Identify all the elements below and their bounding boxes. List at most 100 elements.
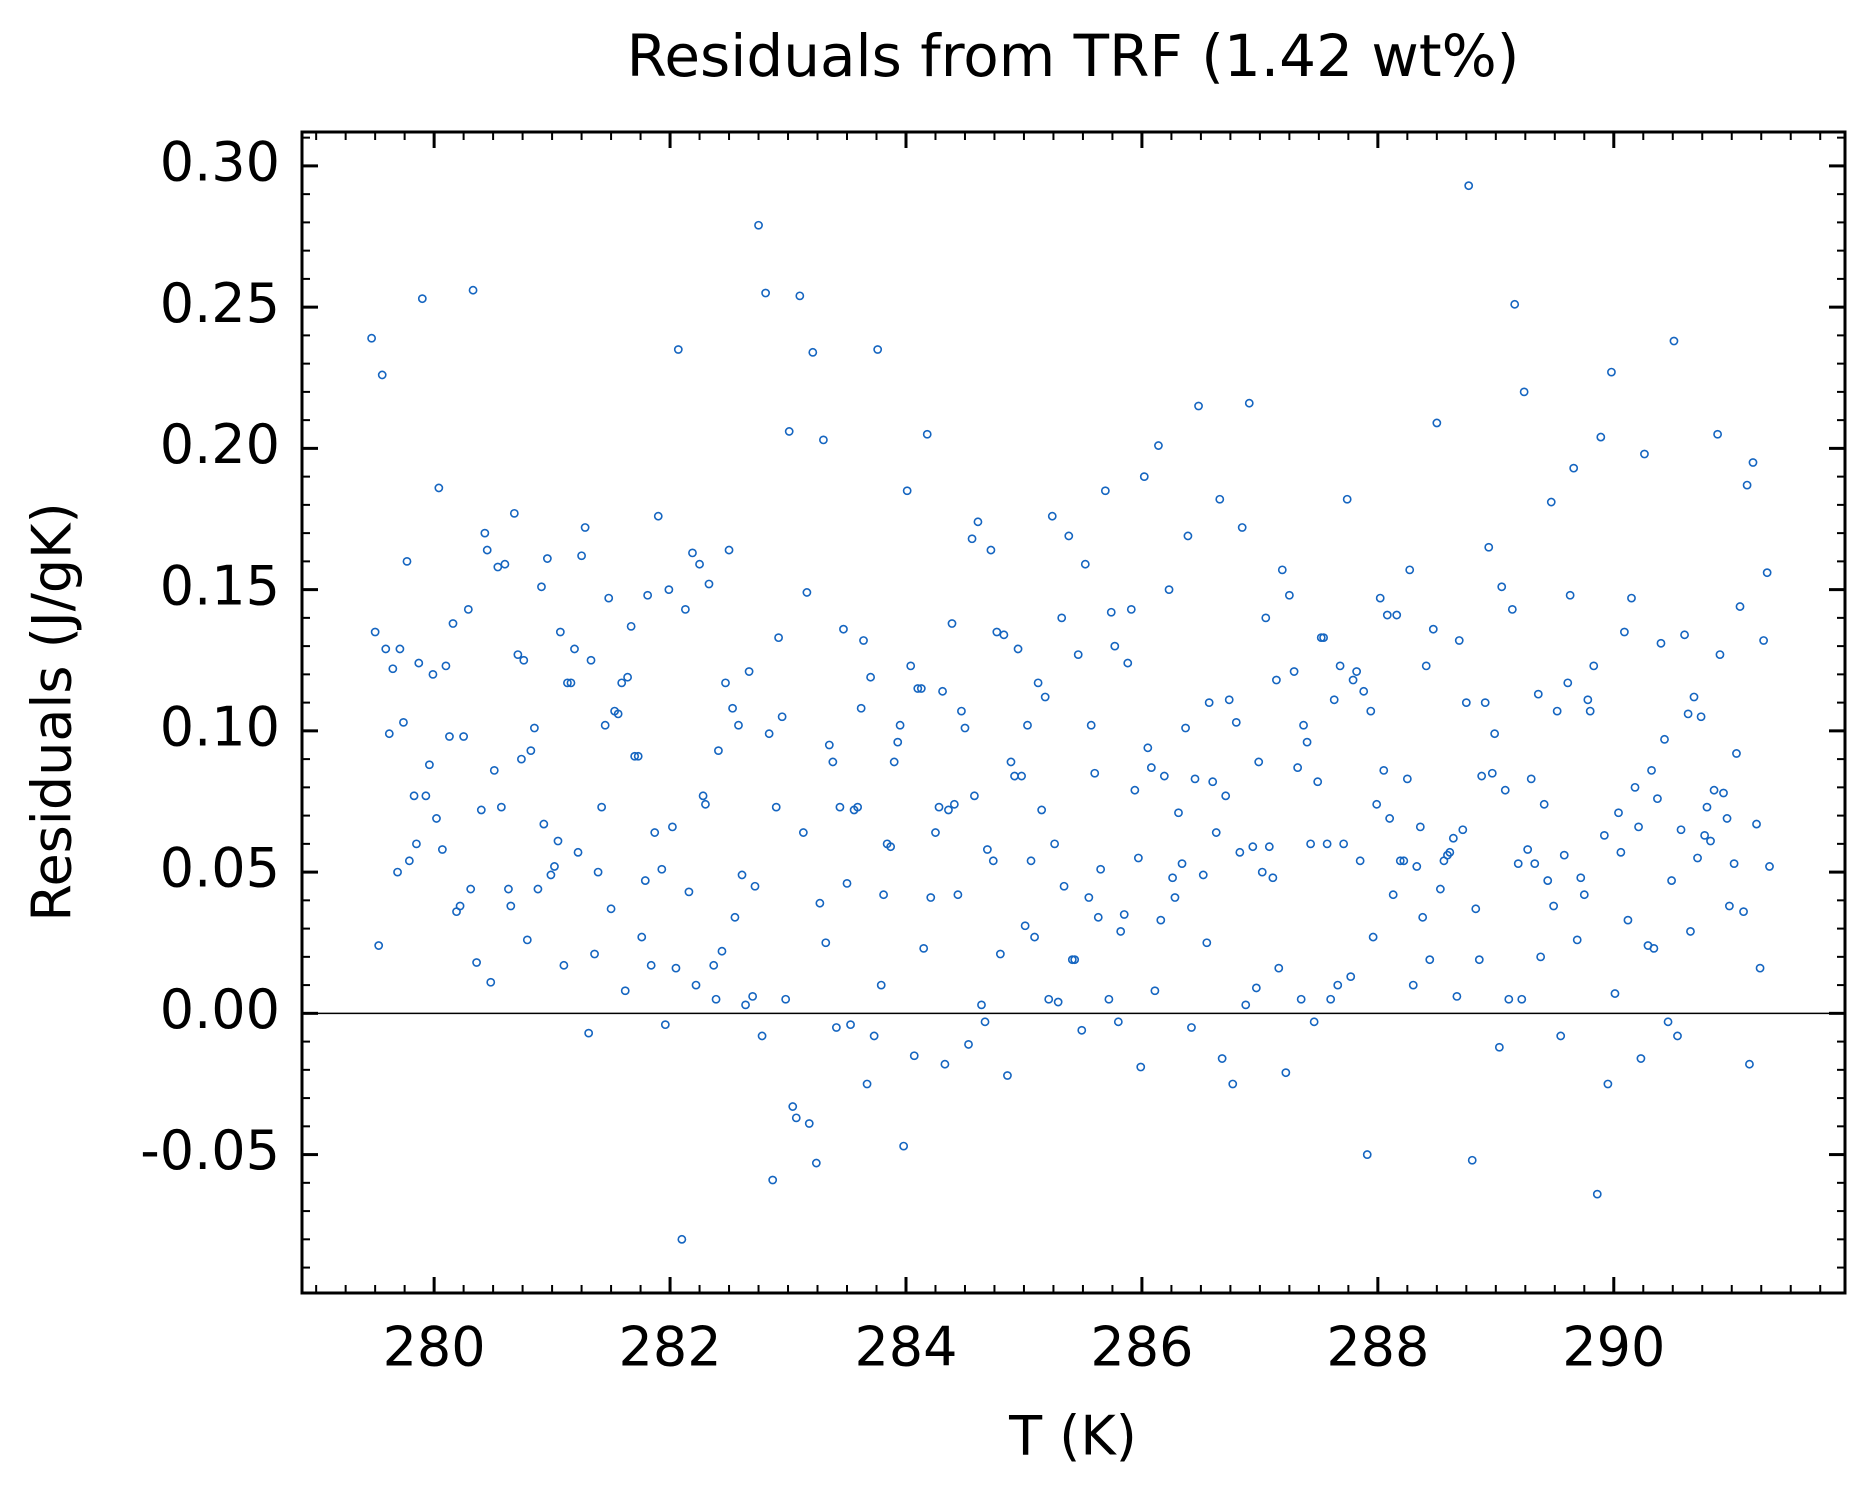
point [1497, 582, 1507, 592]
x-tick-label: 290 [1562, 1316, 1665, 1379]
y-tick-label: 0.00 [160, 978, 280, 1041]
point [922, 429, 932, 439]
point [973, 517, 983, 527]
point [895, 720, 905, 730]
point [777, 712, 787, 722]
point [1003, 1071, 1012, 1080]
point [988, 856, 998, 866]
point [1150, 986, 1160, 996]
point [1388, 890, 1398, 900]
point [504, 884, 513, 894]
point [412, 839, 421, 849]
point [1579, 890, 1589, 900]
point [1614, 808, 1623, 818]
point [876, 980, 886, 990]
point [1073, 650, 1083, 659]
point [1627, 593, 1636, 603]
x-tick-label: 280 [383, 1316, 486, 1379]
point [657, 864, 667, 874]
point [637, 932, 647, 942]
point [1405, 565, 1415, 575]
point [1539, 799, 1549, 809]
point [831, 1023, 841, 1032]
point [613, 709, 623, 719]
point [1526, 774, 1536, 784]
point [1428, 624, 1438, 634]
point [374, 941, 384, 950]
point [709, 960, 719, 970]
point [1536, 952, 1546, 962]
point [1722, 814, 1732, 823]
point [750, 881, 760, 891]
point [1359, 686, 1369, 696]
point [1319, 633, 1328, 643]
point [1202, 938, 1212, 948]
point [1044, 994, 1054, 1004]
point [1355, 856, 1365, 866]
point [1346, 972, 1356, 982]
point [404, 856, 414, 866]
point [586, 655, 596, 665]
y-tick-label: 0.05 [160, 837, 280, 900]
point [1322, 839, 1332, 849]
point [1461, 698, 1471, 708]
point [1362, 1150, 1372, 1159]
point [573, 847, 583, 857]
point [1454, 636, 1464, 645]
chart-title: Residuals from TRF (1.42 wt%) [627, 22, 1520, 90]
point [617, 678, 627, 688]
point [1395, 856, 1405, 866]
point [1552, 706, 1562, 716]
point [980, 1017, 990, 1027]
point [957, 706, 966, 716]
point [1326, 994, 1336, 1004]
point [1432, 418, 1442, 428]
point [967, 534, 977, 544]
point [381, 644, 391, 654]
point [367, 333, 377, 343]
point [764, 729, 774, 739]
point [1348, 675, 1358, 685]
point [721, 678, 730, 688]
point [1335, 661, 1345, 671]
point [1610, 989, 1620, 998]
point [1546, 497, 1556, 507]
point [1533, 689, 1543, 699]
point [1136, 1062, 1146, 1072]
point [919, 943, 929, 953]
point [566, 678, 576, 688]
point [1656, 638, 1666, 648]
point [1762, 568, 1772, 578]
point [1709, 785, 1719, 795]
point [1565, 590, 1575, 600]
point [432, 814, 441, 823]
point [1765, 862, 1774, 871]
point [1333, 980, 1343, 990]
point [1050, 839, 1060, 849]
point [623, 672, 632, 682]
point [537, 582, 546, 592]
y-tick-label: 0.20 [160, 413, 280, 476]
point [1402, 774, 1412, 784]
point [455, 901, 465, 911]
point [886, 842, 896, 852]
point [539, 819, 549, 829]
point [902, 486, 912, 496]
point [1026, 856, 1036, 866]
point [1576, 873, 1586, 883]
point [1342, 494, 1352, 504]
point [1106, 607, 1116, 617]
point [1686, 927, 1695, 936]
point [781, 994, 791, 1004]
point [842, 879, 852, 888]
point [1020, 921, 1030, 931]
y-tick-label: 0.10 [160, 696, 280, 759]
point [1487, 768, 1497, 778]
point [1735, 602, 1745, 611]
point [1306, 839, 1316, 849]
point [1299, 720, 1308, 730]
point [1146, 763, 1156, 772]
point [370, 627, 380, 637]
point [489, 766, 499, 775]
point [1123, 658, 1133, 668]
